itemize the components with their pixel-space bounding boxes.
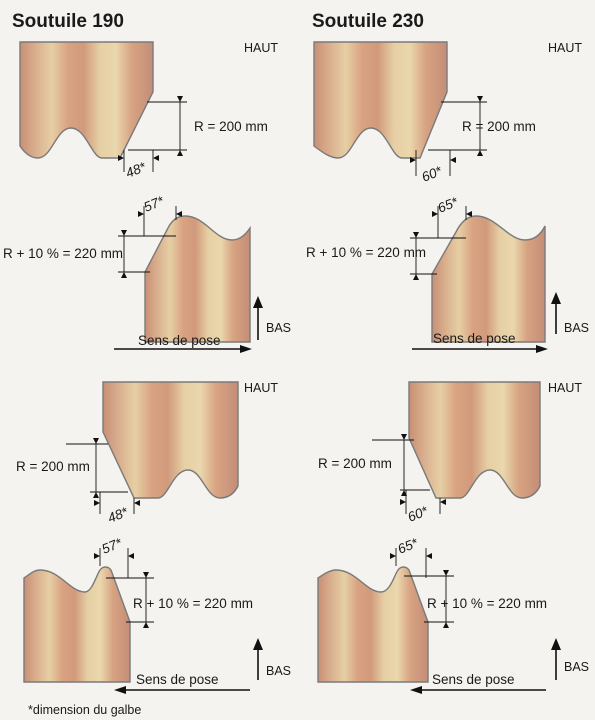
- galbe-dimension-label: 65*: [396, 535, 421, 557]
- dimension-r-200-left-mirrored: [66, 438, 128, 498]
- dimension-57-mirrored: [94, 548, 134, 578]
- dimension-r-200-right-mirrored: [372, 434, 430, 496]
- sens-de-pose-label: Sens de pose: [138, 333, 221, 348]
- galbe-dimension-label: 57*: [142, 193, 167, 215]
- sens-de-pose-arrow-left-icon: [410, 686, 546, 694]
- dimension-48-mirrored: [94, 492, 140, 514]
- label-bas: BAS: [564, 321, 589, 335]
- title-soutuile-230: Soutuile 230: [312, 11, 424, 32]
- tile-190-bottom: [144, 215, 251, 343]
- dimension-r-200-left: [128, 96, 187, 156]
- dimension-48-top: [118, 150, 159, 172]
- bas-arrow-icon: [253, 296, 263, 340]
- radius-label: R + 10 % = 220 mm: [133, 596, 253, 611]
- label-haut: HAUT: [548, 381, 582, 395]
- bas-arrow-icon: [551, 638, 561, 680]
- dimension-65-bottom: [432, 206, 472, 238]
- radius-label: R + 10 % = 220 mm: [427, 596, 547, 611]
- tile-230-bottom-mirrored: [317, 566, 429, 683]
- label-bas: BAS: [564, 660, 589, 674]
- sens-de-pose-label: Sens de pose: [432, 672, 515, 687]
- dimension-60-mirrored: [400, 490, 446, 514]
- galbe-dimension-label: 60*: [420, 163, 445, 185]
- label-bas: BAS: [266, 664, 291, 678]
- sens-de-pose-arrow-left-icon: [114, 686, 250, 694]
- dimension-60-top: [410, 150, 456, 176]
- galbe-dimension-label: 65*: [436, 194, 461, 216]
- radius-label: R + 10 % = 220 mm: [3, 246, 123, 261]
- sens-de-pose-label: Sens de pose: [136, 672, 219, 687]
- radius-label: R + 10 % = 220 mm: [306, 245, 426, 260]
- bas-arrow-icon: [551, 292, 561, 334]
- dimension-r-220-left: [118, 230, 176, 278]
- label-bas: BAS: [266, 321, 291, 335]
- dimension-r-200-right: [428, 96, 487, 156]
- dimension-65-mirrored: [390, 548, 432, 578]
- radius-label: R = 200 mm: [318, 456, 392, 471]
- tile-230-top-mirrored: [408, 381, 541, 499]
- sens-de-pose-arrow-right-icon: [412, 345, 548, 353]
- dimension-r-220-right-mirrored: [404, 570, 454, 628]
- sens-de-pose-arrow-right-icon: [114, 345, 252, 353]
- dimension-57-bottom: [138, 206, 182, 236]
- galbe-dimension-label: 48*: [106, 504, 131, 526]
- radius-label: R = 200 mm: [16, 459, 90, 474]
- footnote: *dimension du galbe: [28, 703, 141, 717]
- label-haut: HAUT: [244, 41, 278, 55]
- bas-arrow-icon: [253, 638, 263, 680]
- sens-de-pose-label: Sens de pose: [433, 331, 516, 346]
- tile-230-top: [313, 41, 448, 159]
- galbe-dimension-label: 48*: [124, 159, 149, 181]
- galbe-dimension-label: 60*: [406, 503, 431, 525]
- label-haut: HAUT: [244, 381, 278, 395]
- radius-label: R = 200 mm: [462, 119, 536, 134]
- label-haut: HAUT: [548, 41, 582, 55]
- tile-190-bottom-mirrored: [23, 566, 131, 683]
- tile-190-top-mirrored: [102, 381, 239, 499]
- radius-label: R = 200 mm: [194, 119, 268, 134]
- tile-190-top: [19, 41, 154, 159]
- tile-230-bottom: [431, 215, 546, 343]
- dimension-r-220-left-mirrored: [106, 572, 154, 628]
- title-soutuile-190: Soutuile 190: [12, 11, 124, 32]
- galbe-dimension-label: 57*: [100, 535, 125, 557]
